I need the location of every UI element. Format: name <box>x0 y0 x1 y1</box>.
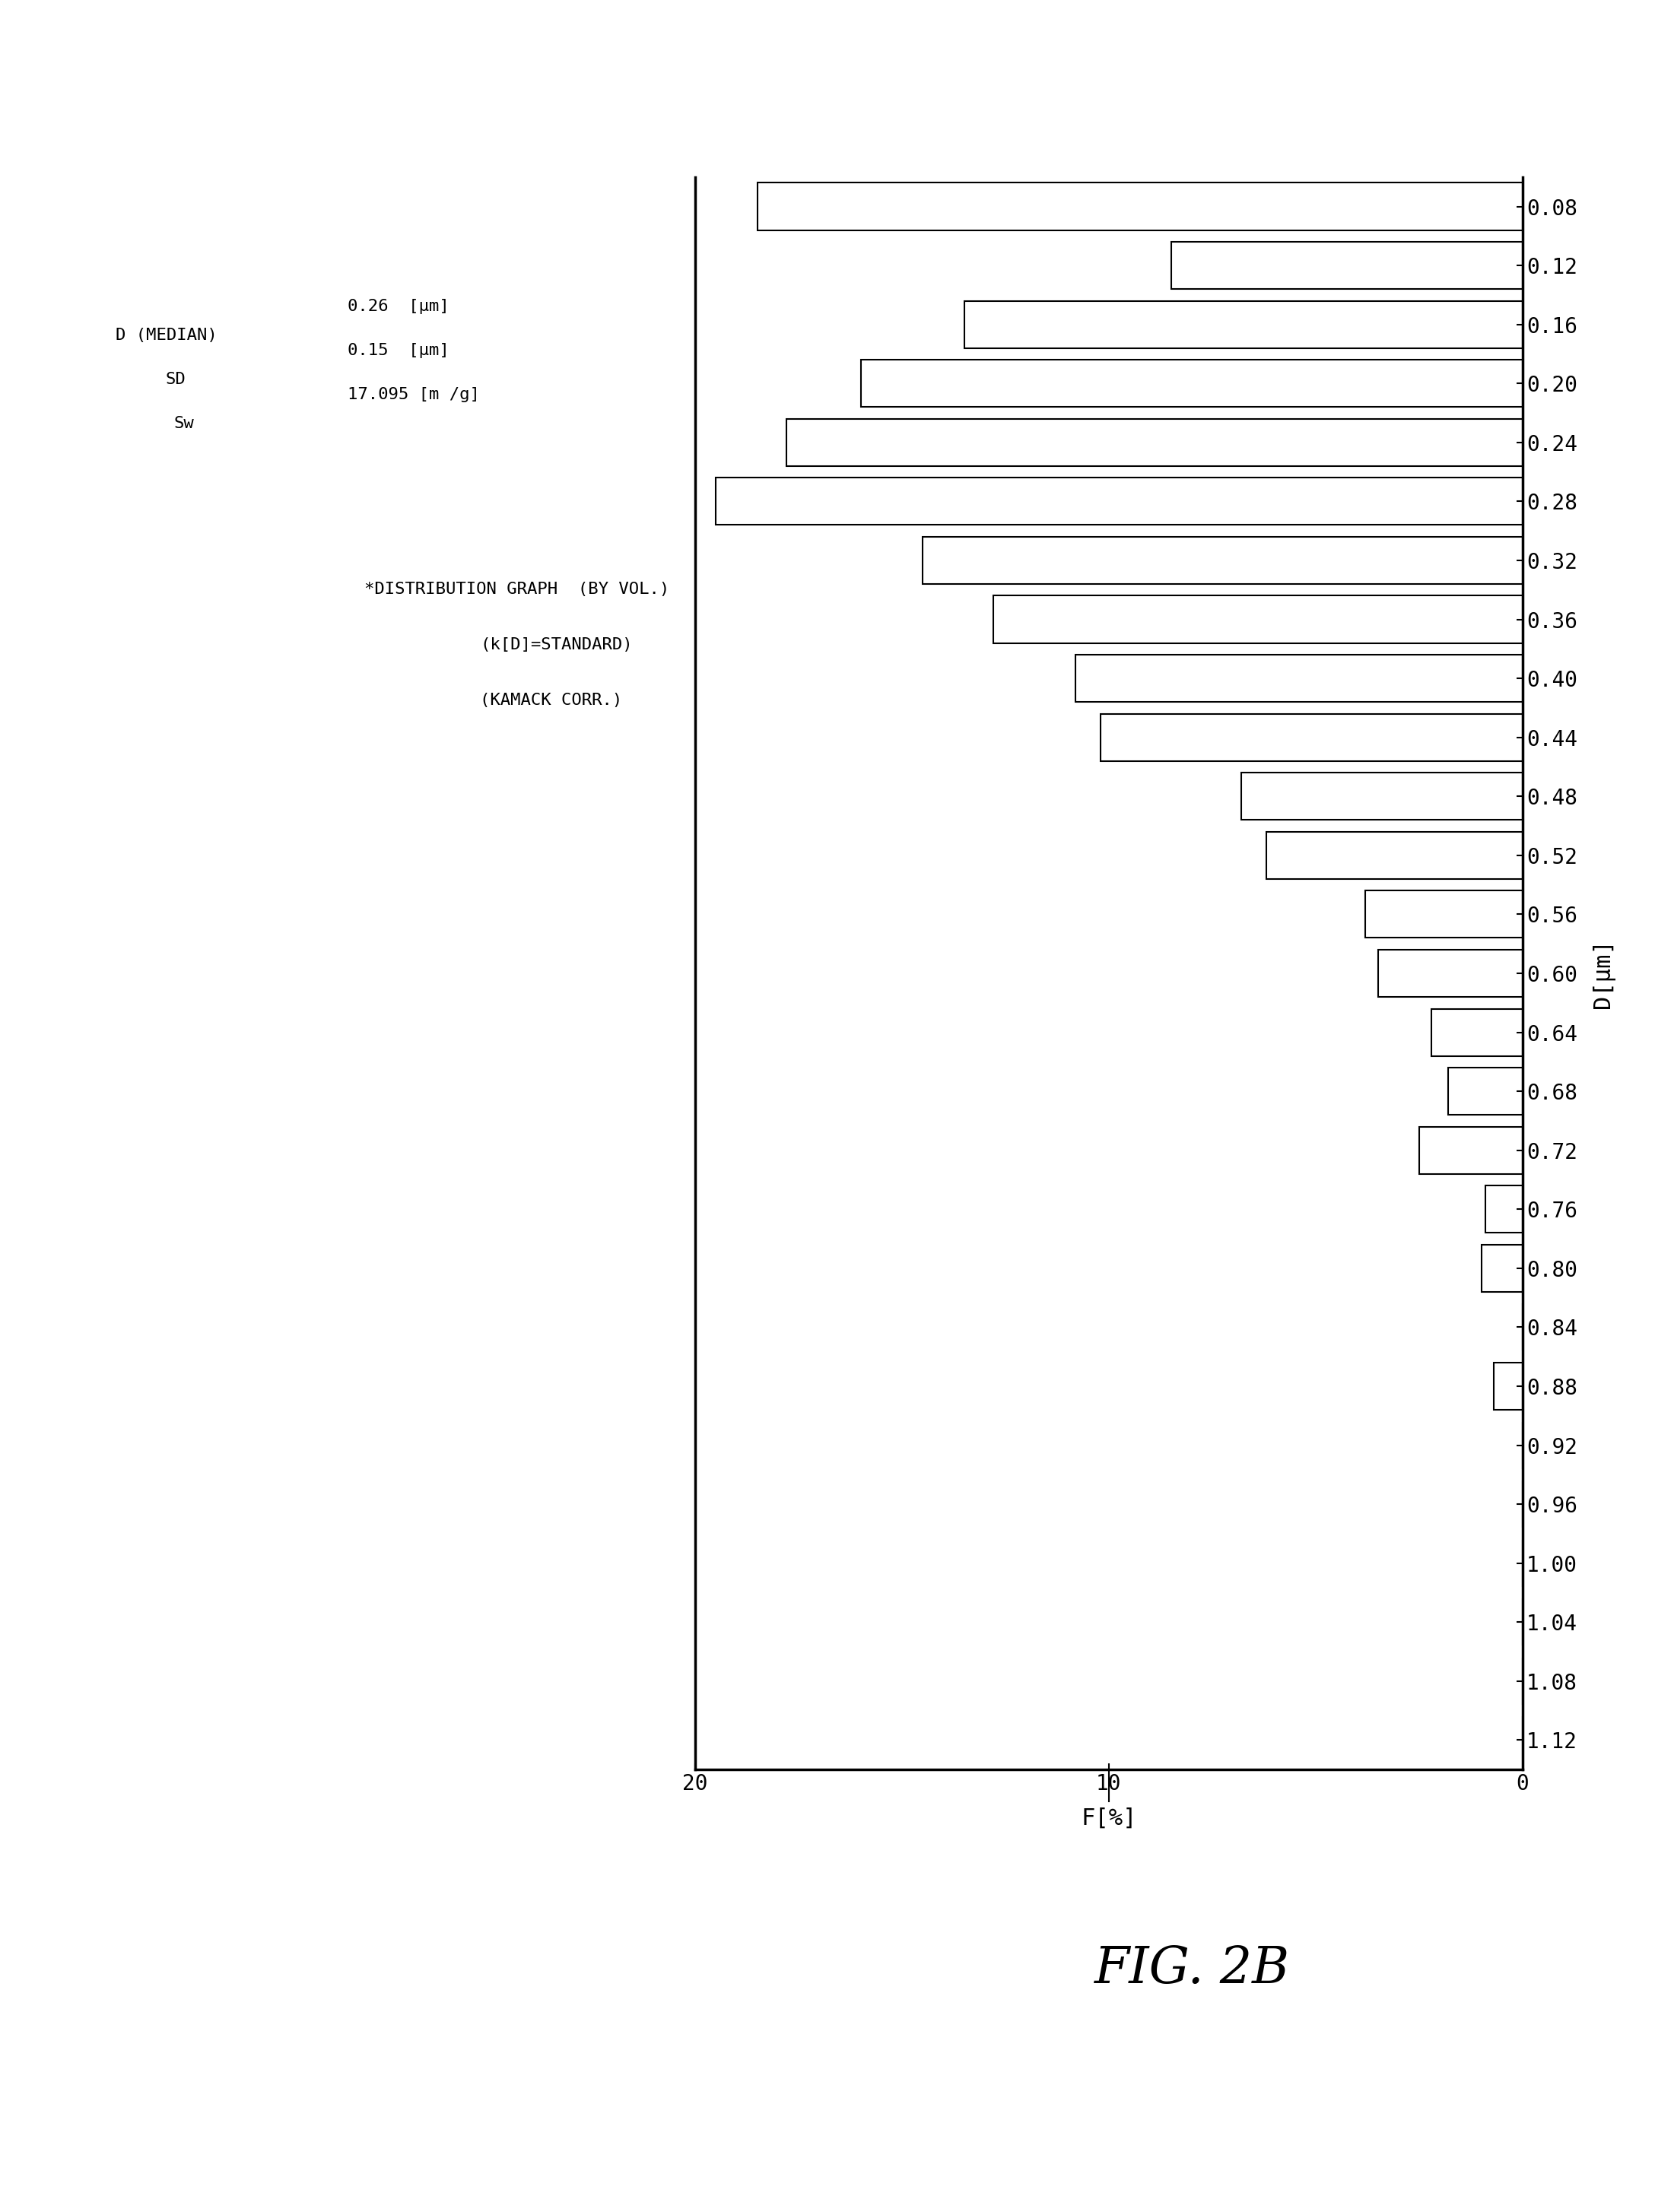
Bar <box>993 595 1523 644</box>
Bar <box>1101 714 1523 761</box>
Bar <box>1448 1068 1523 1115</box>
Bar <box>1494 1363 1523 1409</box>
Text: *DISTRIBUTION GRAPH  (BY VOL.): *DISTRIBUTION GRAPH (BY VOL.) <box>364 582 669 597</box>
Bar <box>1481 1245 1523 1292</box>
Bar <box>1377 949 1523 998</box>
X-axis label: F[%]: F[%] <box>1081 1807 1137 1829</box>
Bar <box>923 538 1523 584</box>
Text: (KAMACK CORR.): (KAMACK CORR.) <box>480 692 622 708</box>
Text: D (MEDIAN): D (MEDIAN) <box>116 327 217 343</box>
Bar <box>1486 1186 1523 1232</box>
Bar <box>1076 655 1523 701</box>
Text: (k[D]=STANDARD): (k[D]=STANDARD) <box>480 637 632 653</box>
Bar <box>786 418 1523 467</box>
Text: 17.095 [m /g]: 17.095 [m /g] <box>348 387 480 403</box>
Bar <box>756 184 1523 230</box>
Bar <box>1365 891 1523 938</box>
Bar <box>715 478 1523 524</box>
Bar <box>861 361 1523 407</box>
Bar <box>1172 241 1523 290</box>
Bar <box>963 301 1523 347</box>
Text: FIG. 2B: FIG. 2B <box>1094 1944 1289 1993</box>
Bar <box>1420 1126 1523 1175</box>
Bar <box>1241 772 1523 821</box>
Text: 0.26  [μm]: 0.26 [μm] <box>348 299 449 314</box>
Bar <box>1432 1009 1523 1055</box>
Y-axis label: D[μm]: D[μm] <box>1592 938 1615 1009</box>
Text: SD: SD <box>166 372 185 387</box>
Text: Sw: Sw <box>174 416 194 431</box>
Bar <box>1266 832 1523 878</box>
Text: 0.15  [μm]: 0.15 [μm] <box>348 343 449 358</box>
